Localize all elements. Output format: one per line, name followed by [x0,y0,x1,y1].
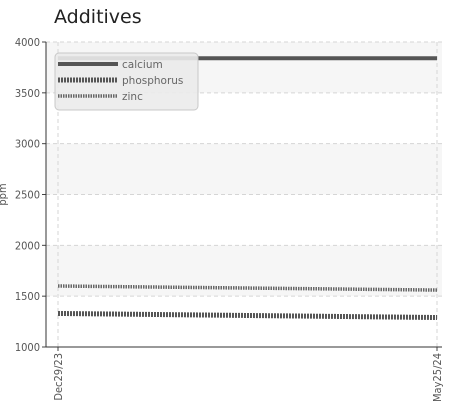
y-tick-label: 2000 [15,239,40,252]
y-tick-label: 3500 [15,87,40,100]
legend-label: calcium [122,59,163,71]
y-axis-label: ppm [0,183,9,205]
legend-label: phosphorus [122,75,183,87]
series-line-phosphorus [57,310,438,321]
y-tick-label: 4000 [15,36,40,49]
grid-band [46,143,442,195]
x-tick-label: Dec29/23 [52,353,65,401]
series-line-zinc [57,284,438,292]
y-tick-label: 1000 [15,341,40,354]
x-tick-label: May25/24 [431,353,444,402]
y-tick-label: 3000 [15,138,40,151]
legend-label: zinc [122,91,143,103]
chart-title: Additives [54,6,142,28]
y-tick-label: 2500 [15,189,40,202]
y-tick-label: 1500 [15,290,40,303]
